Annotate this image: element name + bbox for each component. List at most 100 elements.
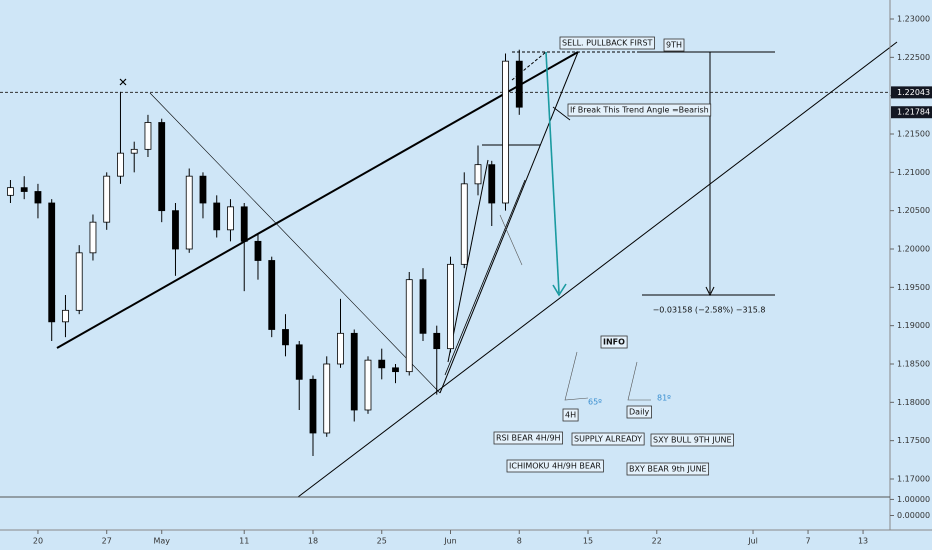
candle-body	[447, 263, 454, 350]
annotation: 4H	[565, 411, 576, 420]
candle-body	[130, 148, 138, 154]
annotation-box	[506, 459, 604, 473]
candle-body	[62, 309, 69, 323]
candle-body	[213, 202, 221, 231]
candle-body	[158, 122, 166, 212]
candle-body	[474, 164, 482, 185]
annotation: RSI BEAR 4H/9H	[496, 434, 561, 443]
annotation: 81º	[657, 394, 671, 403]
annotation-box	[559, 36, 655, 50]
annotation-box	[571, 432, 645, 446]
candle-body	[460, 183, 468, 265]
target-arrow	[545, 51, 560, 294]
price-label: 1.21784	[897, 108, 930, 117]
candle-body	[117, 152, 124, 177]
annotation-box	[626, 405, 652, 419]
y-tick-label: 1.18000	[897, 398, 930, 407]
x-tick-label: Jun	[443, 537, 457, 546]
x-tick-label: 13	[858, 537, 868, 546]
note-arrow	[552, 106, 571, 121]
annotation-box	[650, 433, 734, 447]
x-tick-label: 22	[652, 537, 662, 546]
y-tick-label: 1.22500	[897, 53, 930, 62]
candle-body	[34, 191, 42, 204]
angle-mark	[564, 351, 589, 401]
x-tick-label: 7	[805, 537, 810, 546]
candle-body	[433, 332, 441, 350]
annotation-box	[493, 431, 563, 445]
y-tick-label: 1.00000	[897, 495, 930, 504]
annotation: ICHIMOKU 4H/9H BEAR	[509, 462, 601, 471]
annotation: 9TH	[666, 41, 682, 50]
candle-body	[392, 367, 399, 373]
candle-body	[185, 175, 193, 250]
candle-body	[515, 60, 523, 108]
drawings	[56, 41, 898, 498]
candle-body	[268, 260, 276, 330]
annotation: 65º	[588, 398, 602, 407]
candle-body	[144, 122, 152, 150]
candles	[7, 49, 523, 456]
candle-body	[199, 175, 207, 204]
candle-body	[488, 164, 496, 204]
annotation: −0.03158 (−2.58%) −315.8	[653, 306, 766, 315]
y-tick-label: 1.18500	[897, 359, 930, 368]
price-label-box	[891, 106, 932, 119]
y-tick-label: 1.17000	[897, 474, 930, 483]
x-tick-label: 25	[377, 537, 387, 546]
angle-line	[447, 159, 489, 363]
target-arrowhead	[552, 283, 567, 297]
channel-line	[297, 41, 898, 498]
x-tick-label: 27	[102, 537, 112, 546]
candle-body	[405, 279, 413, 373]
candle-body	[254, 240, 262, 261]
candle-body	[75, 252, 83, 311]
candle-body	[295, 344, 303, 380]
y-tick-label: 1.21000	[897, 168, 930, 177]
candle-body	[89, 221, 97, 254]
candle-body	[227, 206, 234, 231]
candle-body	[502, 60, 509, 204]
trend-line	[56, 51, 579, 349]
annotation-box	[562, 408, 579, 422]
candle-body	[20, 187, 28, 192]
annotation: Daily	[629, 408, 650, 417]
candle-body	[337, 332, 344, 365]
candle-body	[240, 206, 248, 242]
candle-body	[364, 359, 372, 411]
x-tick-label: 20	[33, 537, 43, 546]
candle-body	[378, 359, 386, 369]
annotation: SELL. PULLBACK FIRST	[562, 39, 653, 48]
candle-body	[103, 175, 111, 223]
candle-body	[282, 329, 289, 346]
y-tick-label: 1.21500	[897, 130, 930, 139]
y-tick-label: 1.20000	[897, 244, 930, 253]
cross-mark	[119, 78, 127, 86]
candle-body	[419, 279, 427, 334]
annotations: SELL. PULLBACK FIRST 9TH If Break This T…	[493, 36, 766, 476]
annotation: If Break This Trend Angle =Bearish	[570, 106, 709, 115]
annotation: BXY BEAR 9th JUNE	[629, 465, 707, 474]
x-tick-label: Jul	[747, 537, 758, 546]
y-tick-label: 0.00000	[897, 511, 930, 520]
x-tick-label: 15	[583, 537, 593, 546]
x-tick-label: May	[153, 537, 170, 546]
candle-body	[172, 210, 179, 250]
annotation: SXY BULL 9TH JUNE	[653, 436, 732, 445]
annotation-box	[626, 462, 710, 476]
annotation: SUPPLY ALREADY	[574, 435, 642, 444]
y-tick-label: 1.19000	[897, 321, 930, 330]
x-tick-label: 8	[517, 537, 522, 546]
annotation-box	[663, 38, 685, 52]
price-label-box	[891, 86, 932, 99]
price-label: 1.22043	[897, 88, 930, 97]
candle-body	[48, 202, 56, 323]
annotation-box	[567, 103, 712, 117]
x-tick-label: 18	[308, 537, 318, 546]
annotation: INFO	[603, 338, 625, 347]
y-tick-label: 1.17500	[897, 436, 930, 445]
down-line	[149, 92, 441, 394]
